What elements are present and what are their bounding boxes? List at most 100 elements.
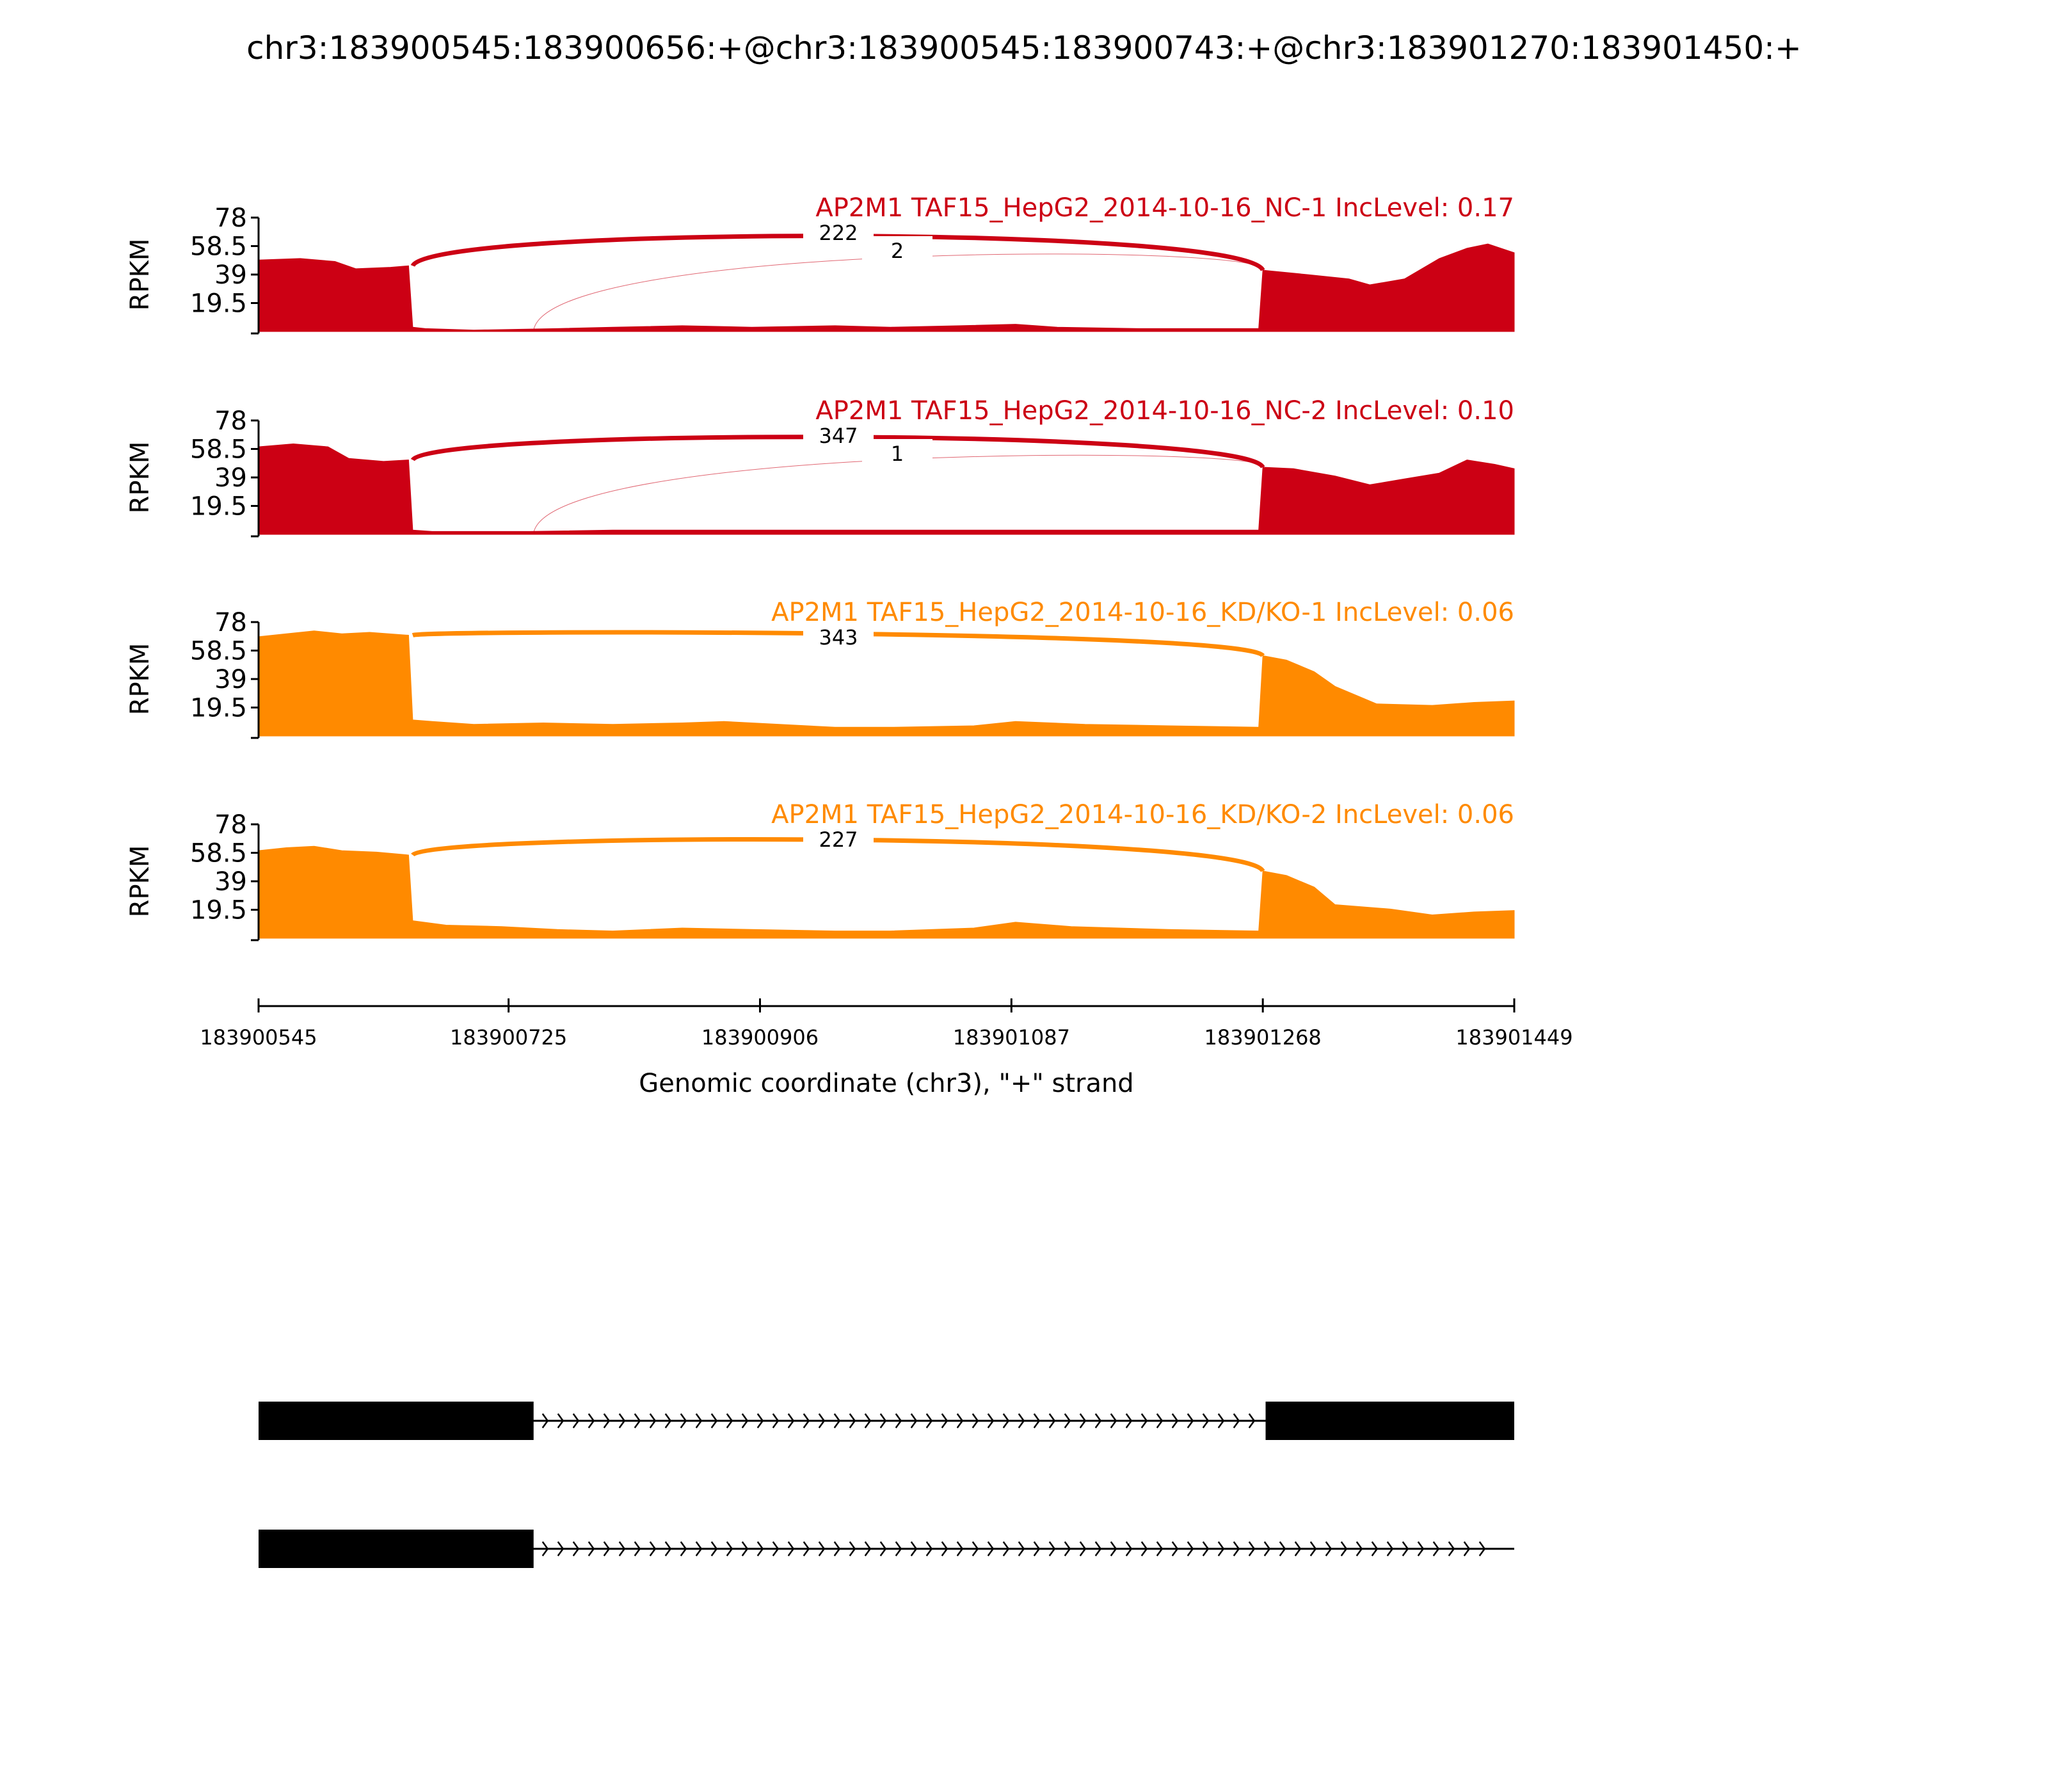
y-axis-label: RPKM (125, 845, 155, 918)
y-tick-label: 19.5 (190, 492, 247, 522)
strand-arrow (680, 1541, 687, 1556)
y-tick-label: 19.5 (190, 896, 247, 925)
strand-arrow (726, 1541, 733, 1556)
junction-count: 347 (819, 424, 858, 448)
strand-arrow (849, 1413, 856, 1428)
y-tick-label: 19.5 (190, 289, 247, 319)
junction-count: 2 (891, 239, 904, 263)
strand-arrow (1448, 1541, 1455, 1556)
junction-count-box (803, 218, 874, 246)
strand-arrow (572, 1413, 580, 1428)
strand-arrow (1463, 1541, 1471, 1556)
exon-block (1265, 1402, 1514, 1440)
strand-arrow (925, 1541, 933, 1556)
strand-arrow (1140, 1413, 1148, 1428)
strand-arrow (895, 1541, 902, 1556)
y-tick-label: 78 (214, 204, 247, 233)
x-tick-label: 183901087 (953, 1025, 1070, 1050)
strand-arrow (680, 1413, 687, 1428)
strand-arrow (1002, 1541, 1010, 1556)
strand-arrow (1340, 1541, 1348, 1556)
strand-arrow (634, 1541, 641, 1556)
y-tick-label: 78 (214, 608, 247, 637)
strand-arrow (1202, 1541, 1210, 1556)
y-tick-label: 19.5 (190, 694, 247, 723)
strand-arrow (588, 1413, 595, 1428)
strand-arrow (618, 1541, 626, 1556)
x-tick-label: 183900906 (701, 1025, 819, 1050)
x-tick-label: 183901268 (1204, 1025, 1322, 1050)
strand-arrow (1432, 1541, 1440, 1556)
strand-arrow (818, 1541, 826, 1556)
strand-arrow (710, 1541, 718, 1556)
y-tick-label: 39 (214, 463, 247, 493)
strand-arrow (618, 1413, 626, 1428)
strand-arrow (1263, 1541, 1271, 1556)
junction-count-box (862, 439, 932, 467)
strand-arrow (803, 1413, 810, 1428)
strand-arrow (910, 1413, 918, 1428)
strand-arrow (756, 1541, 764, 1556)
y-tick-label: 58.5 (190, 232, 247, 262)
strand-arrow (925, 1413, 933, 1428)
track-name: AP2M1 TAF15_HepG2_2014-10-16_KD/KO-2 Inc… (771, 800, 1514, 829)
strand-arrow (1386, 1541, 1394, 1556)
chart-title: chr3:183900545:183900656:+@chr3:18390054… (246, 29, 1802, 67)
x-tick-label: 183900545 (200, 1025, 317, 1050)
y-tick-label: 78 (214, 810, 247, 840)
strand-arrow (541, 1413, 549, 1428)
strand-arrow (1064, 1413, 1071, 1428)
strand-arrow (1110, 1541, 1117, 1556)
x-tick-label: 183900725 (450, 1025, 567, 1050)
track-name: AP2M1 TAF15_HepG2_2014-10-16_NC-2 IncLev… (815, 396, 1514, 426)
y-tick-label: 39 (214, 867, 247, 897)
strand-arrow (803, 1541, 810, 1556)
strand-arrow (664, 1413, 672, 1428)
strand-arrow (941, 1541, 948, 1556)
junction-count-box (862, 236, 932, 264)
strand-arrow (972, 1541, 979, 1556)
strand-arrow (1187, 1541, 1194, 1556)
strand-arrow (1018, 1541, 1025, 1556)
strand-arrow (1125, 1413, 1133, 1428)
strand-arrow (1325, 1541, 1332, 1556)
y-tick-label: 78 (214, 406, 247, 436)
strand-arrow (941, 1413, 948, 1428)
strand-arrow (987, 1541, 995, 1556)
strand-arrow (1233, 1541, 1240, 1556)
strand-arrow (956, 1413, 964, 1428)
strand-arrow (1048, 1413, 1056, 1428)
strand-arrow (1217, 1413, 1225, 1428)
strand-arrow (1033, 1413, 1041, 1428)
strand-arrow (1402, 1541, 1409, 1556)
y-axis-label: RPKM (125, 643, 155, 716)
strand-arrow (772, 1413, 780, 1428)
strand-arrow (833, 1541, 841, 1556)
strand-arrow (879, 1413, 887, 1428)
junction-count-box (803, 623, 874, 651)
x-tick-label: 183901449 (1455, 1025, 1572, 1050)
strand-arrow (818, 1413, 826, 1428)
coverage-area (258, 845, 1515, 939)
junction-count: 227 (819, 828, 858, 852)
strand-arrow (572, 1541, 580, 1556)
coverage-area (258, 443, 1515, 535)
strand-arrow (1202, 1413, 1210, 1428)
strand-arrow (710, 1413, 718, 1428)
strand-arrow (1248, 1541, 1256, 1556)
strand-arrow (541, 1541, 549, 1556)
strand-arrow (1064, 1541, 1071, 1556)
strand-arrow (895, 1413, 902, 1428)
strand-arrow (756, 1413, 764, 1428)
strand-arrow (1079, 1541, 1087, 1556)
strand-arrow (1110, 1413, 1117, 1428)
junction-count: 222 (819, 221, 858, 245)
exon-block (259, 1530, 534, 1568)
exon-block (259, 1402, 534, 1440)
y-tick-label: 39 (214, 260, 247, 290)
